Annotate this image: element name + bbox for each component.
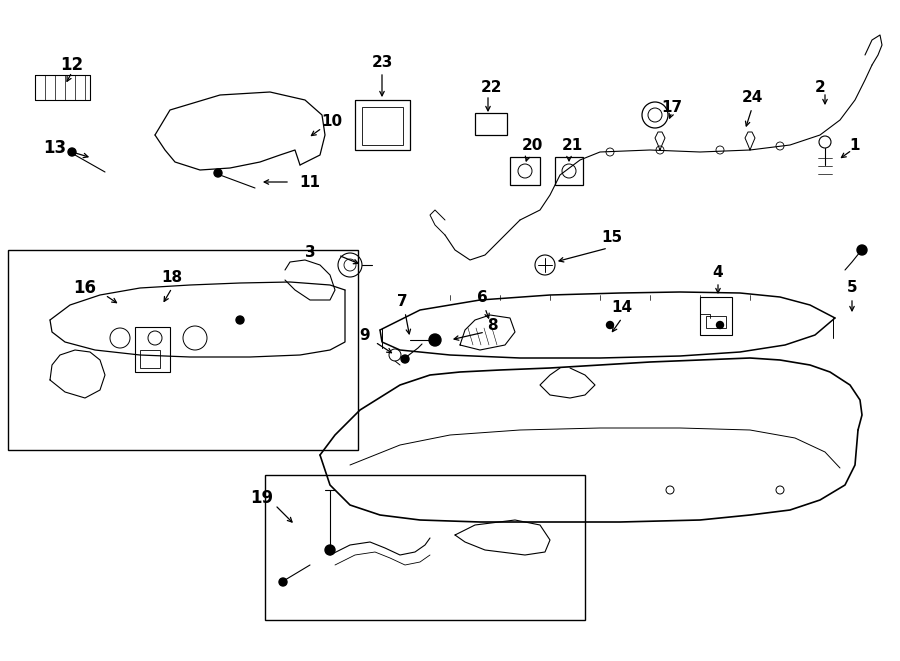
Bar (8, 250, 358, 450)
Circle shape (68, 148, 76, 156)
Text: 20: 20 (521, 137, 543, 153)
Bar (265, 475, 585, 620)
Bar (510, 157, 540, 185)
Circle shape (214, 169, 222, 177)
Bar (135, 327, 170, 372)
Bar (706, 316, 726, 328)
Text: 7: 7 (397, 295, 408, 309)
Text: 12: 12 (60, 56, 84, 74)
Circle shape (607, 321, 614, 329)
Text: 14: 14 (611, 301, 633, 315)
Circle shape (857, 245, 867, 255)
Bar (700, 297, 732, 335)
Text: 24: 24 (742, 91, 762, 106)
Text: 3: 3 (305, 245, 315, 260)
Circle shape (236, 316, 244, 324)
Text: 16: 16 (74, 279, 96, 297)
Text: 17: 17 (662, 100, 682, 116)
Text: 11: 11 (300, 175, 320, 190)
Text: 13: 13 (43, 139, 67, 157)
Circle shape (325, 545, 335, 555)
Text: 21: 21 (562, 137, 582, 153)
Text: 23: 23 (372, 54, 392, 69)
Text: 15: 15 (601, 231, 623, 245)
Bar (140, 350, 160, 368)
Circle shape (716, 321, 724, 329)
Circle shape (401, 355, 409, 363)
Text: 6: 6 (477, 290, 488, 305)
Bar (362, 107, 403, 145)
Circle shape (279, 578, 287, 586)
Text: 9: 9 (360, 327, 370, 342)
Text: 18: 18 (161, 270, 183, 286)
Text: 8: 8 (487, 317, 498, 332)
Text: 22: 22 (482, 81, 503, 95)
Text: 5: 5 (847, 280, 858, 295)
Text: 19: 19 (250, 489, 274, 507)
Bar (475, 113, 507, 135)
Text: 4: 4 (713, 264, 724, 280)
Text: 2: 2 (814, 81, 825, 95)
Circle shape (429, 334, 441, 346)
Text: 1: 1 (850, 137, 860, 153)
Bar (355, 100, 410, 150)
Text: 10: 10 (321, 114, 343, 130)
Bar (555, 157, 583, 185)
